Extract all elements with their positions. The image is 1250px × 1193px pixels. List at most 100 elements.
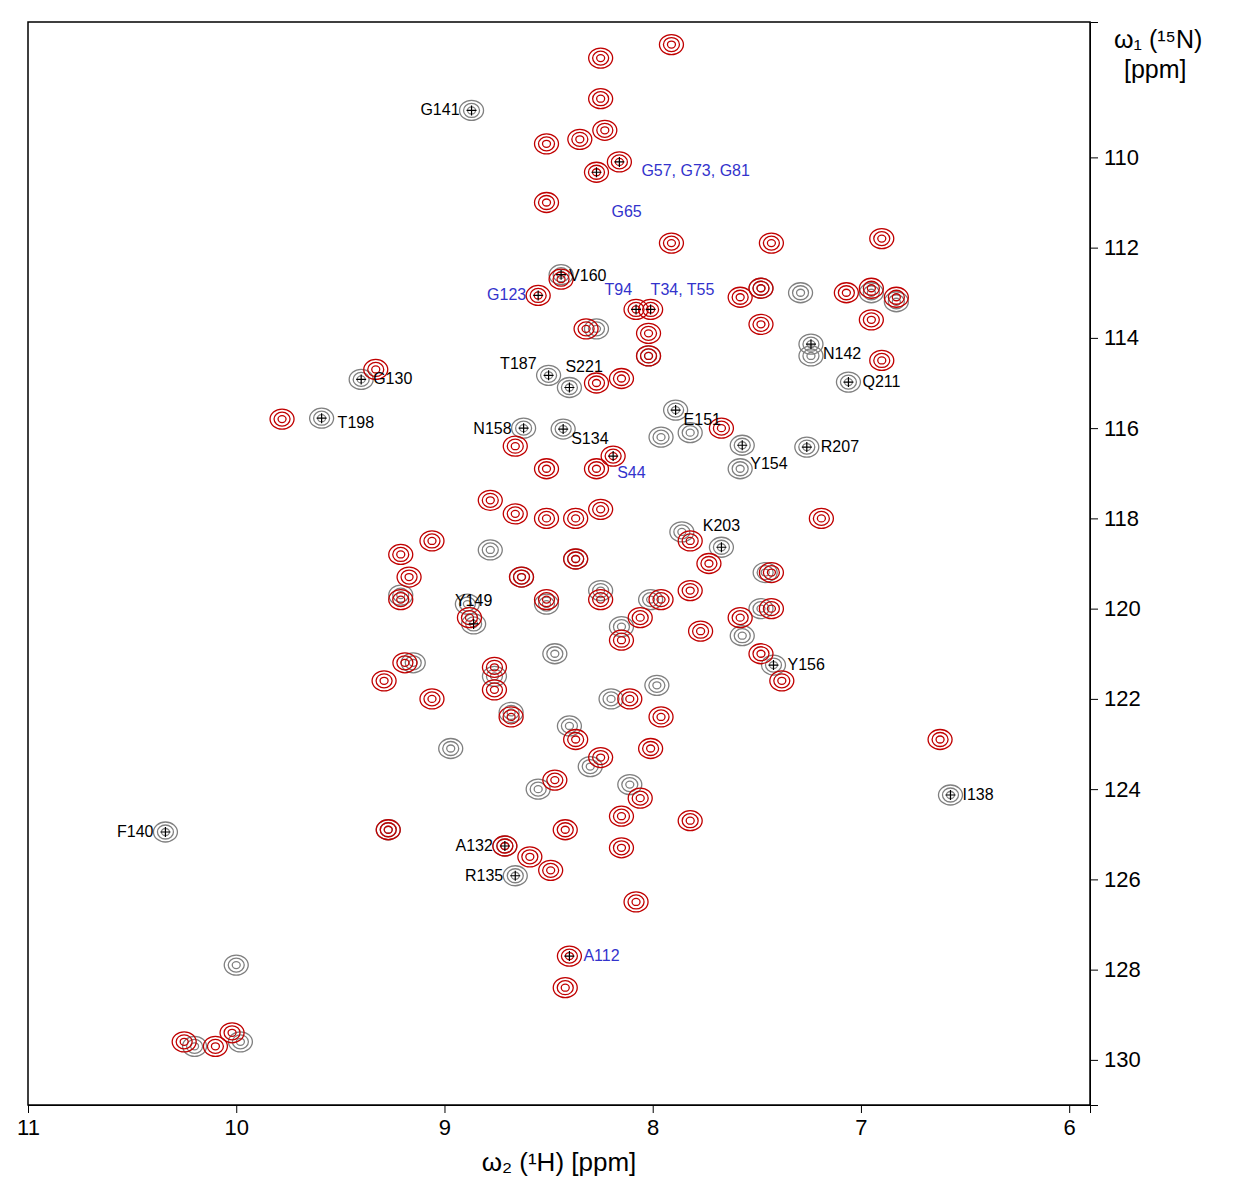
- peak: [535, 459, 559, 479]
- y-tick-label: 126: [1104, 867, 1141, 892]
- contour: [767, 569, 775, 576]
- contour: [942, 788, 958, 802]
- contour: [686, 429, 694, 436]
- y-tick-label: 128: [1104, 957, 1141, 982]
- contour: [278, 416, 286, 423]
- contour: [557, 981, 573, 995]
- peak: [568, 129, 592, 149]
- peak-cross: [544, 370, 554, 380]
- contour: [497, 839, 513, 853]
- contour: [678, 581, 702, 601]
- contour: [641, 349, 657, 363]
- peak: [589, 89, 613, 109]
- contour: [799, 440, 815, 454]
- y-tick-label: 122: [1104, 686, 1141, 711]
- peak-label: T187: [500, 355, 537, 372]
- contour: [778, 677, 786, 684]
- contour: [464, 103, 480, 117]
- y-tick: 130: [1090, 1047, 1141, 1072]
- peak: [749, 314, 773, 334]
- peak: [526, 285, 550, 305]
- contour: [759, 563, 783, 583]
- peak-cross: [768, 660, 778, 670]
- contour: [628, 895, 644, 909]
- contour: [518, 574, 526, 581]
- peak: [535, 508, 559, 528]
- contour: [493, 836, 517, 856]
- contour: [609, 368, 633, 388]
- peak-label: Y149: [455, 592, 492, 609]
- peak: [884, 287, 908, 307]
- contour: [732, 611, 748, 625]
- contour: [637, 323, 661, 343]
- contour: [597, 596, 605, 603]
- y-tick-mark: [1090, 518, 1098, 519]
- contour: [705, 560, 713, 567]
- peak: [938, 785, 962, 805]
- x-tick-mark: [236, 1105, 237, 1113]
- contour: [618, 689, 642, 709]
- y-tick-mark: [1090, 879, 1098, 880]
- contour: [840, 375, 856, 389]
- peak: [584, 373, 608, 393]
- contour: [557, 823, 573, 837]
- contour: [232, 1035, 248, 1049]
- peak: [557, 946, 581, 966]
- x-tick-mark: [28, 1105, 29, 1113]
- contour: [397, 567, 421, 587]
- contour: [503, 504, 527, 524]
- contour: [574, 319, 598, 339]
- contour: [539, 462, 555, 476]
- contour: [389, 590, 413, 610]
- contour: [420, 689, 444, 709]
- x-tick: 7: [855, 1105, 867, 1140]
- peak: [589, 748, 613, 768]
- contour: [617, 637, 625, 644]
- contour: [586, 763, 594, 770]
- peak-label: K203: [703, 517, 740, 534]
- contour: [809, 508, 833, 528]
- peak-cross: [469, 619, 479, 629]
- contour: [543, 863, 559, 877]
- peak-label: E151: [684, 411, 721, 428]
- x-tick: 8: [647, 1105, 659, 1140]
- peak: [649, 707, 673, 727]
- peak: [645, 675, 669, 695]
- peak: [349, 369, 373, 389]
- peak: [637, 346, 661, 366]
- contour: [530, 288, 546, 302]
- contour: [310, 408, 334, 428]
- contour: [674, 525, 690, 539]
- y-tick-mark: [1090, 609, 1098, 610]
- contour: [789, 283, 813, 303]
- contour: [689, 621, 713, 641]
- contour: [593, 593, 609, 607]
- contour: [589, 48, 613, 68]
- contour: [353, 372, 369, 386]
- contour: [753, 281, 769, 295]
- peak: [535, 193, 559, 213]
- peak-cross: [356, 374, 366, 384]
- contour: [534, 786, 542, 793]
- peak: [609, 806, 633, 826]
- contour: [482, 657, 506, 677]
- contour: [763, 602, 779, 616]
- peak: [689, 621, 713, 641]
- contour: [797, 289, 805, 296]
- y-tick-label: 130: [1104, 1047, 1141, 1072]
- contour: [749, 314, 773, 334]
- peak: [639, 739, 663, 759]
- peak-cross: [843, 377, 853, 387]
- peak: [730, 626, 754, 646]
- peak: [584, 459, 608, 479]
- contour: [639, 739, 663, 759]
- contour: [599, 689, 623, 709]
- peak: [789, 283, 813, 303]
- contour: [888, 290, 904, 304]
- contour: [499, 702, 523, 722]
- x-tick-mark: [861, 1105, 862, 1113]
- peak: [460, 100, 484, 120]
- peak: [761, 655, 785, 675]
- peak: [770, 671, 794, 691]
- contour: [153, 822, 177, 842]
